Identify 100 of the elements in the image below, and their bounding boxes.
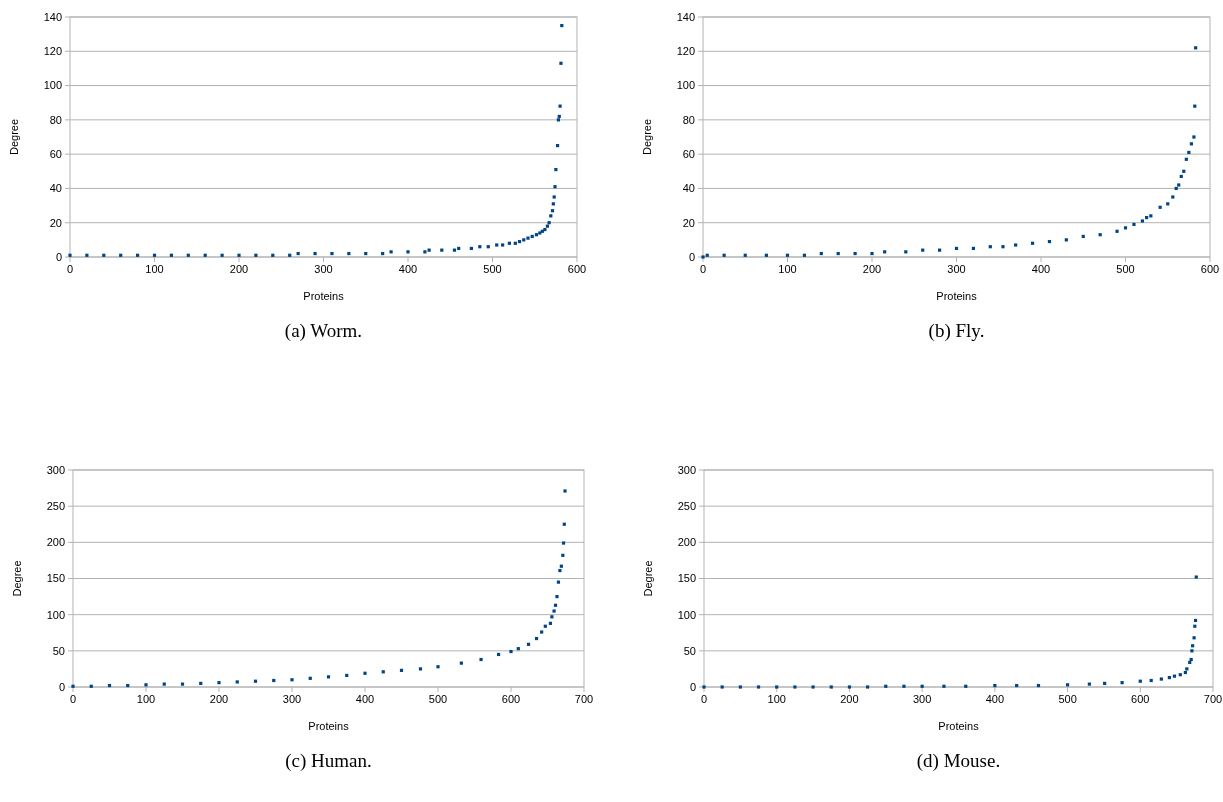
- y-tick-label: 0: [58, 680, 65, 693]
- x-tick-label: 200: [862, 263, 882, 275]
- point: [427, 248, 431, 252]
- x-tick-label: 400: [1031, 263, 1051, 275]
- point: [203, 253, 207, 257]
- point: [1193, 104, 1197, 108]
- y-tick-label: 250: [677, 500, 696, 513]
- point: [1178, 673, 1182, 677]
- y-tick-label: 300: [677, 463, 696, 476]
- point: [1159, 677, 1163, 681]
- point: [829, 685, 833, 689]
- point: [1177, 183, 1181, 187]
- x-tick-label: 300: [947, 263, 966, 275]
- text: (d) Mouse.: [916, 750, 1001, 772]
- point: [1189, 657, 1193, 662]
- point: [423, 250, 427, 254]
- x-axis-title: Proteins: [308, 720, 350, 732]
- point: [347, 251, 351, 256]
- text: (a) Worm.: [284, 320, 363, 342]
- point: [68, 253, 72, 257]
- point: [775, 685, 779, 689]
- text: (b) Fly.: [928, 320, 985, 342]
- point: [509, 649, 513, 654]
- point: [169, 253, 173, 257]
- point: [436, 665, 440, 669]
- x-tick-label: 600: [567, 263, 587, 275]
- point: [1036, 683, 1041, 688]
- point: [1193, 624, 1197, 628]
- point: [847, 685, 852, 689]
- point: [555, 594, 559, 599]
- y-tick-label: 150: [677, 572, 696, 585]
- point: [1138, 679, 1142, 683]
- point: [853, 251, 857, 256]
- point: [1167, 676, 1171, 680]
- x-axis-title: Proteins: [936, 290, 978, 302]
- point: [85, 253, 89, 257]
- x-tick-label: 200: [840, 693, 859, 705]
- y-tick-label: 100: [677, 608, 696, 621]
- y-tick-label: 150: [46, 572, 65, 585]
- point: [1166, 202, 1170, 206]
- y-tick-label: 40: [682, 182, 695, 195]
- point: [1001, 245, 1005, 249]
- point: [1120, 681, 1124, 685]
- point: [330, 251, 334, 256]
- y-tick-label: 80: [49, 113, 62, 126]
- x-tick-label: 100: [778, 263, 797, 275]
- point: [1185, 667, 1189, 671]
- point: [162, 682, 166, 686]
- point: [558, 104, 562, 108]
- y-tick-label: 200: [677, 536, 696, 549]
- point: [866, 685, 870, 689]
- point: [345, 673, 349, 678]
- y-axis-title: Degree: [11, 560, 23, 597]
- y-tick-label: 250: [46, 500, 65, 513]
- point: [526, 236, 530, 240]
- point: [254, 253, 258, 257]
- x-tick-label: 300: [282, 693, 302, 705]
- point: [288, 253, 292, 257]
- point: [381, 251, 385, 256]
- point: [1098, 233, 1102, 237]
- y-tick-label: 80: [682, 113, 695, 126]
- point: [1015, 683, 1019, 688]
- y-tick-label: 100: [676, 79, 695, 92]
- point: [271, 253, 275, 257]
- y-tick-label: 60: [682, 147, 695, 160]
- point: [1030, 241, 1035, 245]
- point: [793, 685, 797, 689]
- point: [547, 221, 551, 225]
- point: [1014, 243, 1018, 247]
- point: [1184, 157, 1188, 161]
- y-tick-label: 0: [688, 250, 695, 263]
- point: [1191, 644, 1195, 648]
- point: [253, 679, 258, 683]
- point: [513, 241, 517, 245]
- point: [522, 238, 526, 242]
- point: [1145, 215, 1149, 220]
- point: [1158, 205, 1162, 209]
- x-tick-label: 400: [985, 693, 1005, 705]
- point: [743, 253, 747, 257]
- point: [555, 143, 560, 148]
- point: [496, 652, 501, 657]
- point: [1149, 678, 1153, 683]
- point: [811, 685, 815, 689]
- x-tick-label: 0: [69, 693, 77, 705]
- point: [1194, 575, 1198, 579]
- point: [486, 245, 490, 249]
- point: [457, 246, 461, 251]
- point: [479, 657, 483, 662]
- point: [720, 685, 724, 689]
- point: [1171, 195, 1175, 199]
- y-tick-label: 120: [676, 45, 695, 58]
- y-tick-label: 140: [676, 10, 695, 23]
- point: [921, 248, 925, 252]
- x-tick-label: 600: [1131, 693, 1150, 705]
- point: [1192, 135, 1196, 139]
- x-tick-label: 200: [209, 693, 229, 705]
- point: [530, 234, 534, 239]
- y-tick-label: 20: [682, 216, 695, 229]
- y-tick-label: 100: [43, 79, 62, 92]
- point: [938, 248, 942, 252]
